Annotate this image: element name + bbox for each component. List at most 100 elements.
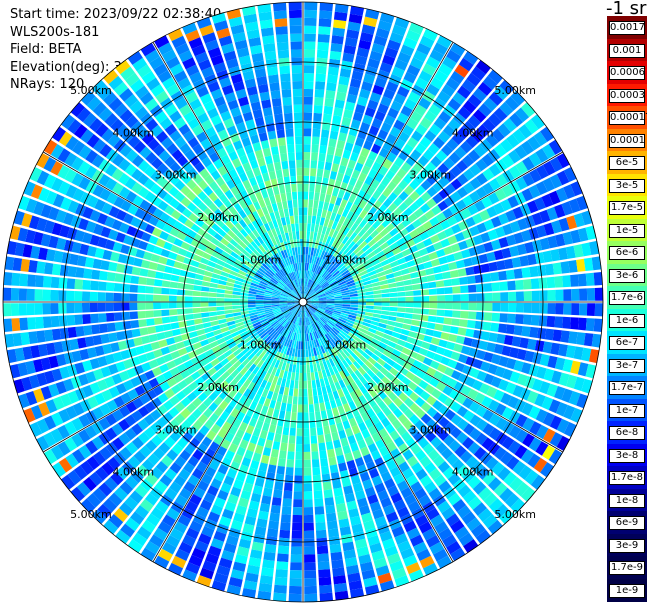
ray-gate [360,273,370,280]
ray-gate [362,321,371,328]
ray-gate [174,413,186,425]
ray-gate [435,280,445,288]
ray-gate [164,330,174,339]
ray-gate [331,314,339,320]
ray-gate [372,220,381,230]
ray-gate [291,404,298,413]
ray-gate [429,49,445,63]
colorbar-tick-label: 6e-7 [609,336,645,351]
ray-gate [111,153,125,167]
ray-gate [542,412,555,427]
ray-gate [189,437,201,449]
ray-gate [316,309,324,315]
ray-gate [284,363,290,372]
ray-gate [183,481,196,493]
ray-gate [342,541,355,552]
ray-gate [45,248,56,262]
ray-gate [392,24,407,37]
ray-gate [447,359,458,369]
ray-gate [510,90,526,106]
ray-gate [305,287,310,295]
ray-gate [185,500,199,513]
ray-gate [544,263,555,276]
ray-gate [429,123,442,136]
ray-gate [390,448,402,459]
ray-gate [191,408,203,419]
ray-gate [238,355,247,364]
ray-gate [333,155,342,165]
ray-gate [570,274,579,287]
ray-gate [488,113,502,127]
ray-gate [303,451,311,460]
ray-gate [452,91,467,105]
ray-gate [152,144,165,157]
ray-gate [256,76,268,86]
ray-gate [210,478,222,490]
ray-gate [288,339,293,348]
ray-gate [379,530,393,542]
ray-gate [256,292,265,296]
ray-gate [119,502,134,516]
ray-gate [409,391,420,402]
ray-gate [29,421,43,438]
ray-gate [291,538,302,547]
ray-gate [362,372,372,382]
ray-gate [440,238,451,248]
ray-gate [413,302,422,308]
ray-gate [303,372,307,381]
ray-gate [558,343,568,357]
ray-gate [488,427,502,441]
ray-gate [80,129,94,144]
ray-gate [298,278,301,287]
ray-gate [270,146,279,156]
ray-gate [354,260,363,268]
ray-gate [243,336,252,344]
ray-gate [171,267,181,276]
ray-gate [243,279,252,285]
ray-gate [522,172,535,187]
ray-gate [145,294,154,302]
ray-gate [521,267,531,278]
ray-gate [340,312,349,317]
ray-gate [328,349,335,359]
ray-gate [448,440,461,453]
ray-gate [321,316,329,322]
ray-gate [263,197,271,207]
ray-gate [322,113,332,123]
ray-gate [40,233,52,247]
ray-gate [472,109,487,123]
ray-gate [448,261,458,271]
ray-gate [450,243,461,253]
ray-gate [319,402,326,412]
ray-gate [332,27,346,37]
ray-gate [446,377,458,389]
ray-gate [307,254,311,263]
ray-gate [340,412,348,422]
ray-gate [42,303,51,315]
ray-gate [316,289,324,295]
ray-gate [313,247,318,257]
ray-gate [272,489,283,499]
ray-gate [317,41,330,51]
ray-gate [487,363,498,375]
ray-gate [471,66,486,81]
ray-gate [213,434,224,446]
ray-gate [313,112,322,122]
ray-gate [456,464,470,478]
ray-gate [460,345,471,355]
ray-gate [546,276,556,289]
ray-gate [303,104,313,113]
ray-gate [279,327,286,336]
ray-gate [364,283,373,289]
ray-gate [317,241,323,250]
ray-gate [138,353,148,364]
ray-gate [296,278,300,287]
ray-gate [411,462,423,474]
ray-gate [204,518,218,531]
ray-gate [280,402,287,412]
ray-gate [86,456,100,471]
ray-gate [279,305,288,309]
ray-gate [296,436,303,445]
ray-gate [304,554,316,563]
ray-gate [364,158,375,169]
